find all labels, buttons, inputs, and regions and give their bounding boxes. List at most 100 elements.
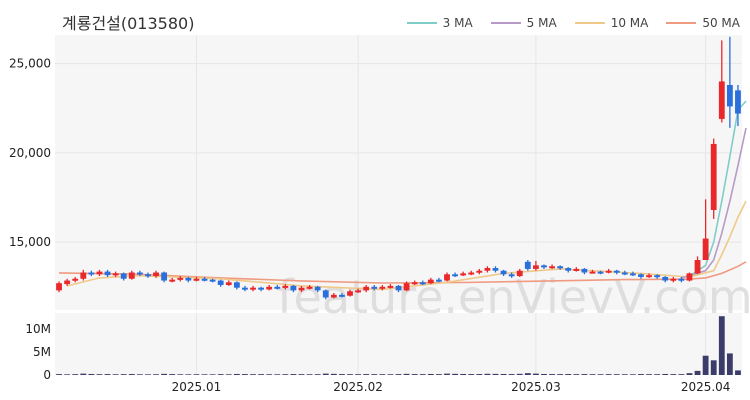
candle-body: [282, 285, 289, 288]
candle-body: [233, 282, 240, 288]
candle-body: [379, 286, 386, 289]
legend: 3 MA 5 MA 10 MA 50 MA: [406, 16, 740, 30]
legend-label-ma10: 10 MA: [610, 16, 649, 30]
volume-bar: [726, 353, 733, 375]
legend-swatch-ma5: [490, 22, 521, 24]
volume-bar: [654, 374, 661, 375]
candle-body: [136, 272, 143, 275]
volume-bar: [104, 374, 111, 375]
candle-body: [678, 278, 685, 281]
volume-bar: [112, 374, 119, 375]
volume-bar: [638, 374, 644, 375]
candle-body: [306, 286, 313, 289]
volume-bar: [120, 374, 127, 375]
candle-body: [112, 273, 119, 276]
candle-body: [427, 279, 434, 284]
volume-bar: [662, 373, 669, 375]
volume-bar: [136, 374, 143, 375]
volume-bar: [581, 374, 588, 375]
candle-body: [104, 271, 111, 276]
volume-bar: [322, 373, 329, 375]
volume-bar: [411, 374, 418, 375]
legend-swatch-ma50: [666, 22, 697, 24]
volume-bar: [395, 374, 402, 375]
date-tick-label: 2025.03: [511, 380, 561, 394]
date-tick-label: 2025.02: [333, 380, 383, 394]
volume-bar: [153, 374, 159, 375]
date-tick-label: 2025.01: [172, 380, 222, 394]
volume-bar: [678, 374, 685, 375]
volume-bar: [339, 374, 345, 375]
candle-body: [120, 273, 127, 279]
volume-bar: [225, 374, 232, 375]
candle-body: [347, 291, 353, 296]
volume-bar: [128, 374, 135, 375]
volume-bar: [64, 374, 71, 375]
candle-body: [169, 279, 176, 282]
candle-body: [217, 280, 224, 285]
volume-bar: [88, 373, 95, 375]
price-panel: [55, 35, 742, 310]
volume-bar: [735, 370, 741, 375]
candle-body: [185, 277, 192, 281]
candle-body: [88, 272, 95, 275]
volume-bar: [233, 373, 240, 375]
candle-body: [605, 270, 612, 273]
candle-body: [557, 266, 564, 269]
candle-body: [209, 279, 216, 282]
volume-bar: [177, 374, 184, 375]
candle-body: [298, 287, 305, 291]
legend-swatch-ma10: [574, 22, 605, 24]
volume-bar: [686, 373, 693, 375]
volume-bar: [436, 374, 442, 375]
volume-bar: [670, 374, 677, 375]
candle-body: [153, 272, 159, 277]
volume-bar: [258, 374, 265, 375]
candle-body: [201, 278, 208, 281]
legend-label-ma5: 5 MA: [526, 16, 557, 30]
candle-body: [242, 287, 248, 290]
volume-bar: [274, 374, 281, 375]
legend-swatch-ma3: [406, 22, 437, 24]
volume-bar: [702, 355, 709, 375]
candle-body: [258, 287, 265, 290]
candle-body: [735, 90, 741, 114]
candle-body: [726, 85, 733, 107]
candle-body: [177, 277, 184, 280]
candle-body: [500, 270, 507, 275]
volume-bar: [476, 374, 483, 375]
candle-body: [621, 272, 628, 275]
legend-item-ma5: 5 MA: [490, 16, 557, 30]
candle-body: [314, 286, 321, 291]
volume-bar: [379, 374, 386, 375]
volume-bar: [524, 373, 531, 375]
volume-bar: [629, 374, 636, 375]
candle-body: [274, 286, 281, 289]
legend-label-ma3: 3 MA: [442, 16, 473, 30]
ma5-line: [681, 127, 747, 279]
candle-body: [355, 290, 361, 293]
volume-bar: [444, 373, 450, 375]
volume-bar: [589, 374, 596, 375]
candle-body: [613, 270, 620, 273]
volume-tick-label: 10M: [25, 322, 51, 336]
volume-bar: [250, 374, 256, 375]
candle-body: [266, 286, 273, 290]
volume-bar: [161, 373, 168, 375]
candle-body: [702, 238, 709, 260]
candle-body: [322, 290, 329, 298]
watermark: feature.enVievV.com: [277, 270, 750, 324]
volume-bar: [597, 374, 604, 375]
volume-bar: [492, 373, 499, 375]
candle-body: [80, 272, 87, 279]
volume-bar: [452, 373, 458, 375]
volume-tick-label: 5M: [33, 345, 51, 359]
date-tick-label: 2025.04: [681, 380, 731, 394]
candle-body: [363, 286, 370, 291]
legend-label-ma50: 50 MA: [702, 16, 740, 30]
volume-bar: [347, 374, 353, 375]
volume-bar: [145, 374, 151, 375]
volume-bar: [193, 374, 200, 375]
candle-body: [436, 279, 442, 282]
